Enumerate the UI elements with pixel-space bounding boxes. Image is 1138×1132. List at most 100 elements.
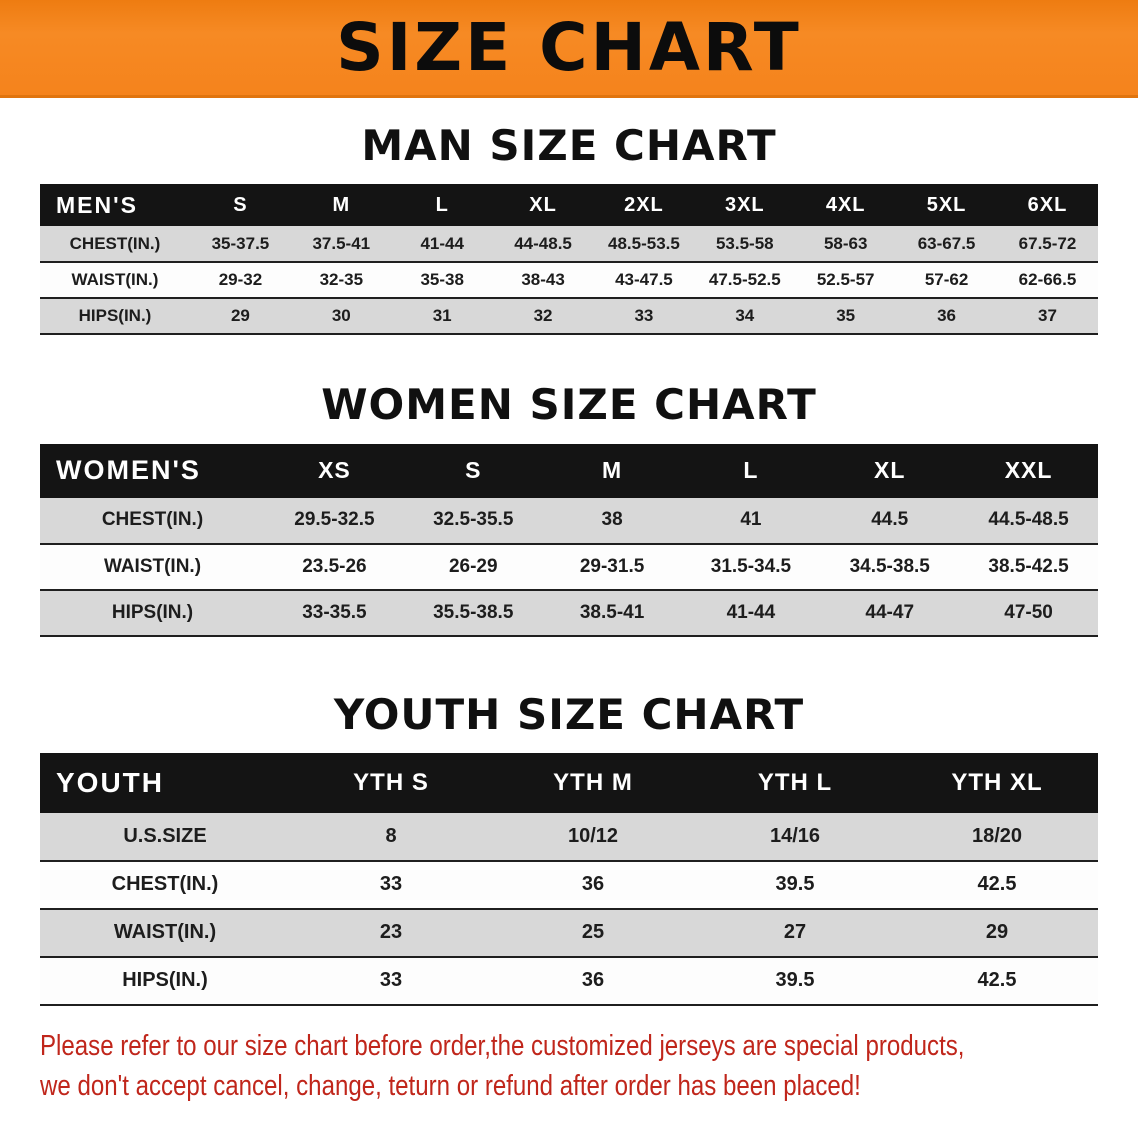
size-value: 47-50 [959, 589, 1098, 637]
size-value: 32.5-35.5 [403, 497, 543, 545]
size-value: 14/16 [694, 812, 896, 862]
note-line-2: we don't accept cancel, change, teturn o… [40, 1069, 861, 1102]
size-value: 25 [492, 908, 694, 958]
size-value: 34.5-38.5 [820, 543, 960, 591]
measurement-label: HIPS(IN.) [40, 298, 190, 336]
size-column-header: 4XL [795, 184, 897, 227]
size-value: 35 [795, 298, 897, 336]
size-column-header: XS [265, 443, 404, 498]
table-header-row: WOMEN'S XS S M L XL XXL [40, 443, 1098, 498]
size-value: 23.5-26 [265, 543, 404, 591]
size-value: 58-63 [795, 226, 897, 264]
table-row: HIPS(IN.) 33 36 39.5 42.5 [40, 956, 1098, 1006]
size-value: 39.5 [694, 860, 896, 910]
banner: SIZE CHART [0, 0, 1138, 98]
size-value: 33 [290, 956, 492, 1006]
size-value: 29.5-32.5 [265, 497, 404, 545]
men-chart-heading: MAN SIZE CHART [361, 121, 777, 170]
size-value: 33-35.5 [265, 589, 404, 637]
size-value: 38-43 [492, 262, 594, 300]
size-value: 36 [896, 298, 997, 336]
size-value: 44-48.5 [492, 226, 594, 264]
size-value: 37.5-41 [290, 226, 392, 264]
size-value: 31.5-34.5 [681, 543, 821, 591]
size-column-header: L [391, 184, 493, 227]
size-value: 35.5-38.5 [403, 589, 543, 637]
size-value: 41-44 [681, 589, 821, 637]
size-value: 44.5 [820, 497, 960, 545]
table-row: WAIST(IN.) 23 25 27 29 [40, 908, 1098, 958]
size-value: 41-44 [391, 226, 493, 264]
size-value: 33 [290, 860, 492, 910]
size-value: 42.5 [896, 860, 1098, 910]
size-value: 32 [492, 298, 594, 336]
size-value: 44-47 [820, 589, 960, 637]
table-row: HIPS(IN.) 29 30 31 32 33 34 35 36 37 [40, 298, 1098, 336]
measurement-label: WAIST(IN.) [40, 262, 190, 300]
measurement-label: WAIST(IN.) [40, 908, 290, 958]
size-value: 39.5 [694, 956, 896, 1006]
measurement-label: CHEST(IN.) [40, 226, 190, 264]
size-value: 34 [694, 298, 796, 336]
size-column-header: YTH XL [896, 752, 1098, 813]
size-value: 48.5-53.5 [593, 226, 695, 264]
size-value: 57-62 [896, 262, 997, 300]
size-column-header: 6XL [997, 184, 1098, 227]
size-value: 47.5-52.5 [694, 262, 796, 300]
table-row: WAIST(IN.) 23.5-26 26-29 29-31.5 31.5-34.5 34… [40, 543, 1098, 591]
table-row: WAIST(IN.) 29-32 32-35 35-38 38-43 43-47.5 47.… [40, 262, 1098, 300]
size-column-header: 3XL [694, 184, 796, 227]
size-value: 26-29 [403, 543, 543, 591]
note-line-1: Please refer to our size chart before or… [40, 1029, 965, 1062]
size-column-header: YTH L [694, 752, 896, 813]
measurement-label: U.S.SIZE [40, 812, 290, 862]
size-column-header: L [681, 443, 821, 498]
measurement-label: CHEST(IN.) [40, 497, 265, 545]
size-value: 42.5 [896, 956, 1098, 1006]
women-size-section: WOMEN SIZE CHART WOMEN'S XS S M L XL XXL CHEST(… [0, 380, 1138, 637]
women-size-table: WOMEN'S XS S M L XL XXL CHEST(IN.) 29.5-32.5 32.5… [40, 443, 1098, 637]
measurement-label: HIPS(IN.) [40, 589, 265, 637]
size-value: 38 [542, 497, 682, 545]
size-value: 32-35 [290, 262, 392, 300]
size-value: 29-32 [190, 262, 291, 300]
size-column-header: XL [492, 184, 594, 227]
table-title-cell: WOMEN'S [40, 443, 265, 498]
size-value: 18/20 [896, 812, 1098, 862]
size-column-header: XXL [959, 443, 1098, 498]
table-title-cell: YOUTH [40, 752, 290, 813]
size-value: 10/12 [492, 812, 694, 862]
youth-size-table: YOUTH YTH S YTH M YTH L YTH XL U.S.SIZE 8 10/12… [40, 752, 1098, 1006]
size-value: 37 [997, 298, 1098, 336]
men-size-table: MEN'S S M L XL 2XL 3XL 4XL 5XL 6XL CHEST(IN.) 35-37… [40, 184, 1098, 336]
size-column-header: S [190, 184, 291, 227]
size-column-header: M [290, 184, 392, 227]
table-row: CHEST(IN.) 33 36 39.5 42.5 [40, 860, 1098, 910]
size-value: 31 [391, 298, 493, 336]
page-title: SIZE CHART [336, 9, 802, 86]
table-header-row: YOUTH YTH S YTH M YTH L YTH XL [40, 752, 1098, 813]
size-column-header: S [403, 443, 543, 498]
men-size-section: MAN SIZE CHART MEN'S S M L XL 2XL 3XL 4XL 5XL 6XL… [0, 121, 1138, 336]
youth-size-section: YOUTH SIZE CHART YOUTH YTH S YTH M YTH L YTH… [0, 689, 1138, 1006]
size-value: 29 [190, 298, 291, 336]
size-value: 38.5-42.5 [959, 543, 1098, 591]
size-value: 63-67.5 [896, 226, 997, 264]
table-row: HIPS(IN.) 33-35.5 35.5-38.5 38.5-41 41-44 44-… [40, 589, 1098, 637]
size-value: 23 [290, 908, 492, 958]
size-value: 43-47.5 [593, 262, 695, 300]
youth-chart-heading: YOUTH SIZE CHART [333, 689, 805, 739]
table-header-row: MEN'S S M L XL 2XL 3XL 4XL 5XL 6XL [40, 184, 1098, 227]
size-value: 35-38 [391, 262, 493, 300]
size-column-header: M [542, 443, 682, 498]
size-value: 29 [896, 908, 1098, 958]
size-value: 38.5-41 [542, 589, 682, 637]
table-row: CHEST(IN.) 29.5-32.5 32.5-35.5 38 41 44.5 44.5… [40, 497, 1098, 545]
size-column-header: YTH M [492, 752, 694, 813]
size-value: 8 [290, 812, 492, 862]
table-row: CHEST(IN.) 35-37.5 37.5-41 41-44 44-48.5 48.5… [40, 226, 1098, 264]
measurement-label: CHEST(IN.) [40, 860, 290, 910]
size-value: 52.5-57 [795, 262, 897, 300]
size-value: 29-31.5 [542, 543, 682, 591]
